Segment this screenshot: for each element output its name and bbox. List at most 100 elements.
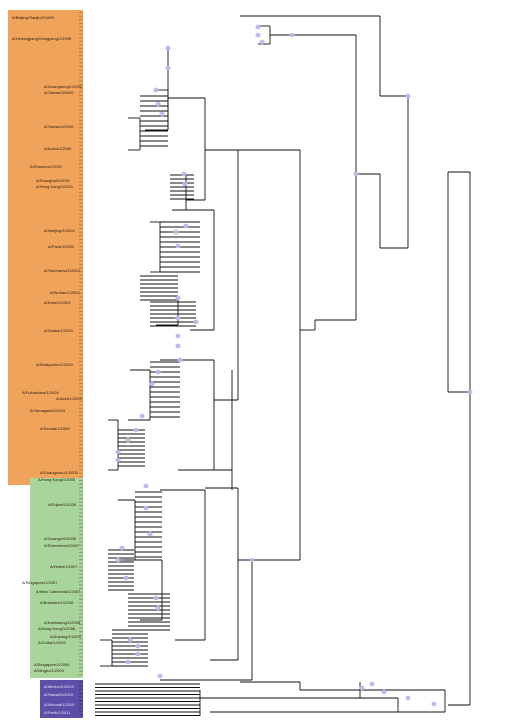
orange-clade-band (8, 10, 83, 485)
tip-tick (79, 494, 83, 496)
tip-tick (79, 609, 83, 611)
tip-tick (79, 163, 83, 165)
node-marker (155, 369, 161, 375)
tip-tick (79, 480, 83, 481)
tip-tick (79, 364, 83, 366)
tip-tick (79, 177, 83, 179)
tip-tick (79, 188, 83, 190)
node-markers (115, 24, 473, 707)
tip-tick (79, 552, 83, 553)
tip-tick (79, 689, 83, 691)
tip-label: A/Paris/1/2002 (48, 244, 75, 249)
tip-tick (79, 541, 83, 543)
tip-tick (79, 580, 83, 582)
tip-label: A/Guangxi/1/2006 (44, 536, 77, 541)
tip-tick (79, 217, 83, 219)
tip-label: A/Guangdong/1/2000 (44, 84, 83, 89)
node-marker (182, 181, 188, 187)
tip-tick (79, 674, 83, 676)
tip-tick (79, 174, 83, 175)
node-marker (249, 558, 255, 562)
tip-tick (79, 109, 83, 111)
tip-tick (79, 220, 83, 222)
tip-tick (79, 602, 83, 604)
node-marker (175, 333, 181, 339)
tip-tick (79, 562, 83, 564)
tip-tick (79, 501, 83, 503)
node-marker (173, 229, 179, 235)
tip-tick (79, 447, 83, 449)
tip-tick (79, 44, 83, 46)
tip-tick (79, 375, 83, 377)
tip-tick (79, 696, 83, 698)
tip-label: A/Shanghai/1/2001 (36, 178, 71, 183)
tip-tick (79, 350, 83, 352)
node-marker (115, 449, 121, 455)
tip-labels (79, 12, 83, 716)
tip-tick (79, 667, 83, 669)
tip-tick (79, 548, 83, 550)
tip-label: A/Mexico/1/2010 (44, 684, 75, 689)
node-marker (135, 643, 141, 649)
tip-tick (79, 537, 83, 539)
tip-tick (79, 516, 83, 517)
tip-tick (79, 570, 83, 571)
tip-label: A/Shantou/1/2001 (30, 164, 63, 169)
tip-tick (79, 274, 83, 276)
tip-label: A/Beijing/Tianjin/2/1999 (12, 15, 55, 20)
tip-tick (79, 714, 83, 716)
tip-tick (79, 577, 83, 579)
node-marker (165, 45, 171, 51)
tip-tick (79, 105, 83, 107)
tip-tick (79, 624, 83, 625)
tip-tick (79, 184, 83, 186)
tip-tick (79, 120, 83, 121)
tip-tick (79, 235, 83, 237)
tip-tick (79, 451, 83, 453)
tip-tick (79, 400, 83, 402)
tip-tick (79, 123, 83, 125)
node-marker (165, 65, 171, 71)
tip-tick (79, 354, 83, 355)
tip-tick (79, 476, 83, 478)
tip-tick (79, 55, 83, 57)
tip-tick (79, 707, 83, 709)
tip-tick (79, 66, 83, 67)
node-marker (155, 605, 161, 611)
tip-tick (79, 314, 83, 316)
tip-tick (79, 40, 83, 42)
node-marker (369, 681, 375, 687)
tip-tick (79, 616, 83, 618)
tip-label: A/Anhui/1/2000 (44, 146, 72, 151)
node-marker (135, 651, 141, 657)
tip-label: A/Kitakyushu/1/2003 (36, 362, 73, 367)
tip-tick (79, 253, 83, 255)
tip-tick (79, 98, 83, 100)
tip-tick (79, 69, 83, 71)
tip-tick (79, 343, 83, 345)
tip-label: A/Yamagata/1/2004 (30, 408, 66, 413)
node-marker (123, 575, 129, 581)
node-marker (155, 101, 161, 107)
node-marker (127, 637, 133, 643)
tip-tick (79, 134, 83, 136)
tip-tick (79, 332, 83, 334)
tip-tick (79, 282, 83, 283)
tip-tick (79, 346, 83, 348)
tip-label: A/New Caledonia/1/2007 (36, 589, 81, 594)
tip-tick (79, 436, 83, 438)
node-marker (381, 689, 387, 695)
node-marker (177, 357, 183, 363)
tip-tick (79, 145, 83, 147)
tip-tick (79, 487, 83, 489)
tip-tick (79, 523, 83, 525)
tip-label: A/Fukushima/1/2004 (22, 390, 59, 395)
tip-tick (79, 264, 83, 265)
node-marker (175, 295, 181, 301)
tip-tick (79, 649, 83, 651)
tip-tick (79, 206, 83, 208)
tip-label: A/Fujian/1/2006 (48, 502, 77, 507)
tip-tick (79, 127, 83, 129)
tip-tick (79, 156, 83, 157)
node-marker (133, 427, 139, 433)
